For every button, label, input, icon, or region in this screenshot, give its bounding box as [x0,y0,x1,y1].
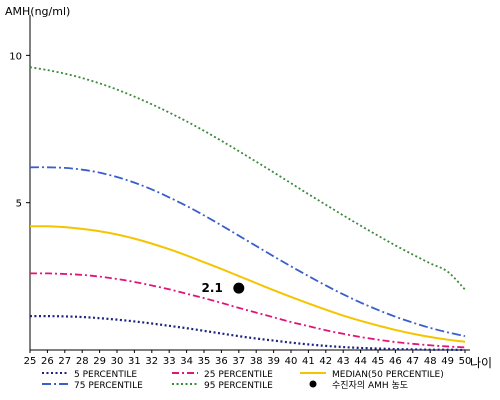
x-tick-label: 29 [93,356,106,367]
x-tick-label: 35 [198,356,211,367]
series-line-95-percentile [29,66,466,291]
x-tick-label: 25 [24,356,37,367]
patient-point-layer: 2.1 [202,281,245,295]
axes: 5 10 25 26 27 28 29 30 31 32 33 34 35 36 37 38 39 40 41 42 4… [9,15,471,367]
x-tick-label: 36 [215,356,228,367]
x-tick-label: 47 [406,356,419,367]
x-tick-label: 37 [232,356,245,367]
x-tick-label: 49 [441,356,454,367]
x-tick-label: 27 [58,356,71,367]
x-tick-label: 44 [354,356,367,367]
legend-patient-marker [309,380,317,388]
series-line-25-percentile [29,272,466,349]
legend-label: 수진자의 AMH 농도 [332,380,408,391]
x-tick-label: 32 [145,356,158,367]
series-line-75-percentile [29,166,466,338]
x-tick-label: 42 [319,356,332,367]
x-tick-label: 45 [372,356,385,367]
legend-label: MEDIAN(50 PERCENTILE) [332,370,444,380]
x-tick-label: 41 [302,356,315,367]
patient-amh-data-label: 2.1 [202,281,223,295]
legend: 5 PERCENTILE 25 PERCENTILE MEDIAN(50 PERCE… [42,370,444,391]
legend-label: 25 PERCENTILE [204,370,273,380]
legend-label: 95 PERCENTILE [204,381,273,391]
series-line-median-50-percentile [29,225,466,343]
patient-amh-point [233,282,245,294]
x-tick-label: 40 [285,356,298,367]
x-tick-label: 48 [424,356,437,367]
x-tick-label: 26 [41,356,54,367]
y-tick-label: 5 [16,199,22,210]
x-tick-label: 38 [250,356,263,367]
series-line-5-percentile [29,314,466,352]
x-tick-label: 34 [180,356,193,367]
x-tick-label: 31 [128,356,141,367]
x-tick-label: 33 [163,356,176,367]
y-axis-label: AMH(ng/ml) [5,5,70,18]
legend-label: 5 PERCENTILE [74,370,137,380]
series-layer [29,66,466,352]
legend-label: 75 PERCENTILE [74,381,143,391]
x-tick-label: 43 [337,356,350,367]
x-tick-label: 30 [111,356,124,367]
x-tick-label: 39 [267,356,280,367]
y-tick-label: 10 [9,51,22,62]
x-axis-label: 나이 [470,356,492,370]
x-tick-label: 50 [459,356,472,367]
x-tick-label: 28 [76,356,89,367]
x-tick-label: 46 [389,356,402,367]
